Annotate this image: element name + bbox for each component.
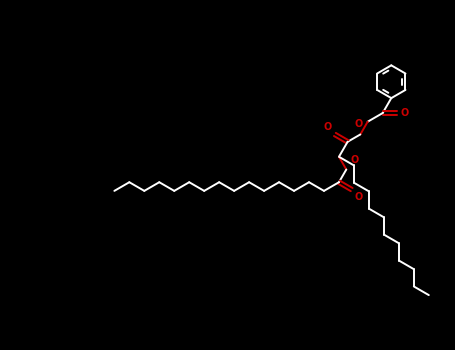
- Text: O: O: [400, 108, 408, 118]
- Text: O: O: [351, 155, 359, 165]
- Text: O: O: [354, 192, 363, 202]
- Text: O: O: [354, 119, 363, 129]
- Text: O: O: [324, 122, 332, 132]
